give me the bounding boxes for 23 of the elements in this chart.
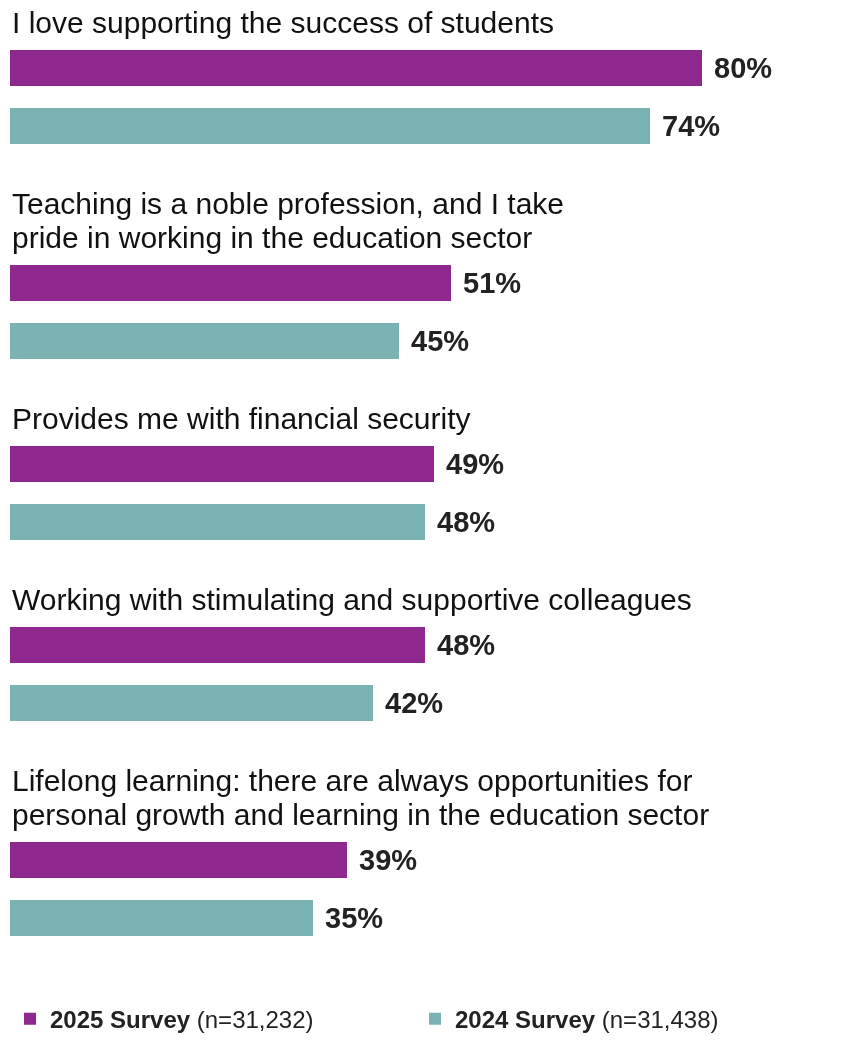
data-label: 48% xyxy=(437,629,496,661)
bar xyxy=(10,50,702,86)
bar xyxy=(10,108,650,144)
data-label: 80% xyxy=(714,52,773,84)
data-label: 35% xyxy=(325,902,384,934)
y-tick-label: Lifelong learning: there are always opportunities for personal growth and learning in the education sector xyxy=(12,764,710,831)
data-label: 51% xyxy=(463,267,522,299)
legend-label: 2024 Survey (n=31,438) xyxy=(455,1006,719,1034)
data-label: 42% xyxy=(385,687,444,719)
data-label: 49% xyxy=(446,448,505,480)
bar xyxy=(10,900,313,936)
y-tick-label: Teaching is a noble profession, and I take pride in working in the education sector xyxy=(12,187,565,254)
bar xyxy=(10,446,434,482)
y-tick-label: Working with stimulating and supportive colleagues xyxy=(12,583,692,616)
bar xyxy=(10,842,347,878)
data-label: 74% xyxy=(662,110,721,142)
y-tick-label: Provides me with financial security xyxy=(12,402,471,435)
y-tick-label: I love supporting the success of students xyxy=(12,6,554,39)
bar xyxy=(10,504,425,540)
data-label: 48% xyxy=(437,506,496,538)
legend-label: 2025 Survey (n=31,232) xyxy=(50,1006,314,1034)
data-label: 39% xyxy=(359,844,418,876)
data-label: 45% xyxy=(411,325,470,357)
